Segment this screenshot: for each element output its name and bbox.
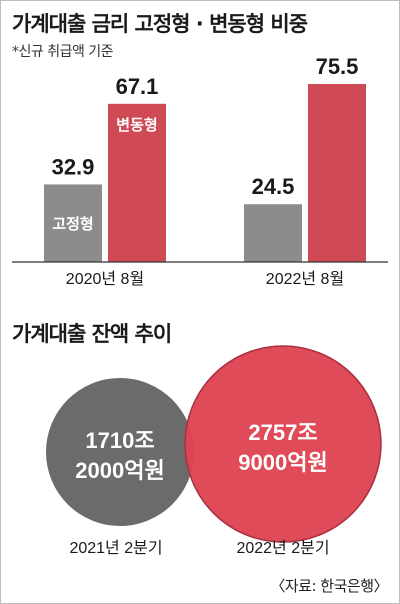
- bubble-value-label: 1710조: [85, 428, 154, 453]
- bubble-2022: [184, 345, 382, 543]
- value-label: 75.5: [316, 54, 359, 79]
- bubble-category-label: 2022년 2분기: [236, 539, 329, 557]
- bar-variable-1: [108, 103, 166, 262]
- value-label: 32.9: [52, 154, 95, 179]
- bar-fixed-1: [44, 184, 102, 262]
- bubble-value-label: 9000억원: [238, 450, 327, 475]
- bar-fixed-2: [244, 204, 302, 262]
- value-label: 67.1: [116, 74, 159, 99]
- bubble-value-label: 2000억원: [75, 458, 164, 483]
- bubble-category-label: 2021년 2분기: [69, 539, 162, 557]
- source-note: 〈자료: 한국은행〉: [270, 577, 388, 595]
- bar-variable-2: [308, 84, 366, 262]
- category-label: 2020년 8월: [66, 270, 144, 288]
- chart-title-balance: 가계대출 잔액 추이: [12, 322, 172, 346]
- bubble-2021: [46, 378, 194, 526]
- bubble-value-label: 2757조: [248, 420, 317, 445]
- category-label: 2022년 8월: [266, 270, 344, 288]
- series-label: 변동형: [116, 116, 157, 134]
- value-label: 24.5: [252, 174, 295, 199]
- chart-title-rate-type: 가계대출 금리 고정형 · 변동형 비중: [12, 12, 308, 36]
- basis-note: *신규 취급액 기준: [12, 44, 114, 60]
- series-label: 고정형: [52, 215, 93, 233]
